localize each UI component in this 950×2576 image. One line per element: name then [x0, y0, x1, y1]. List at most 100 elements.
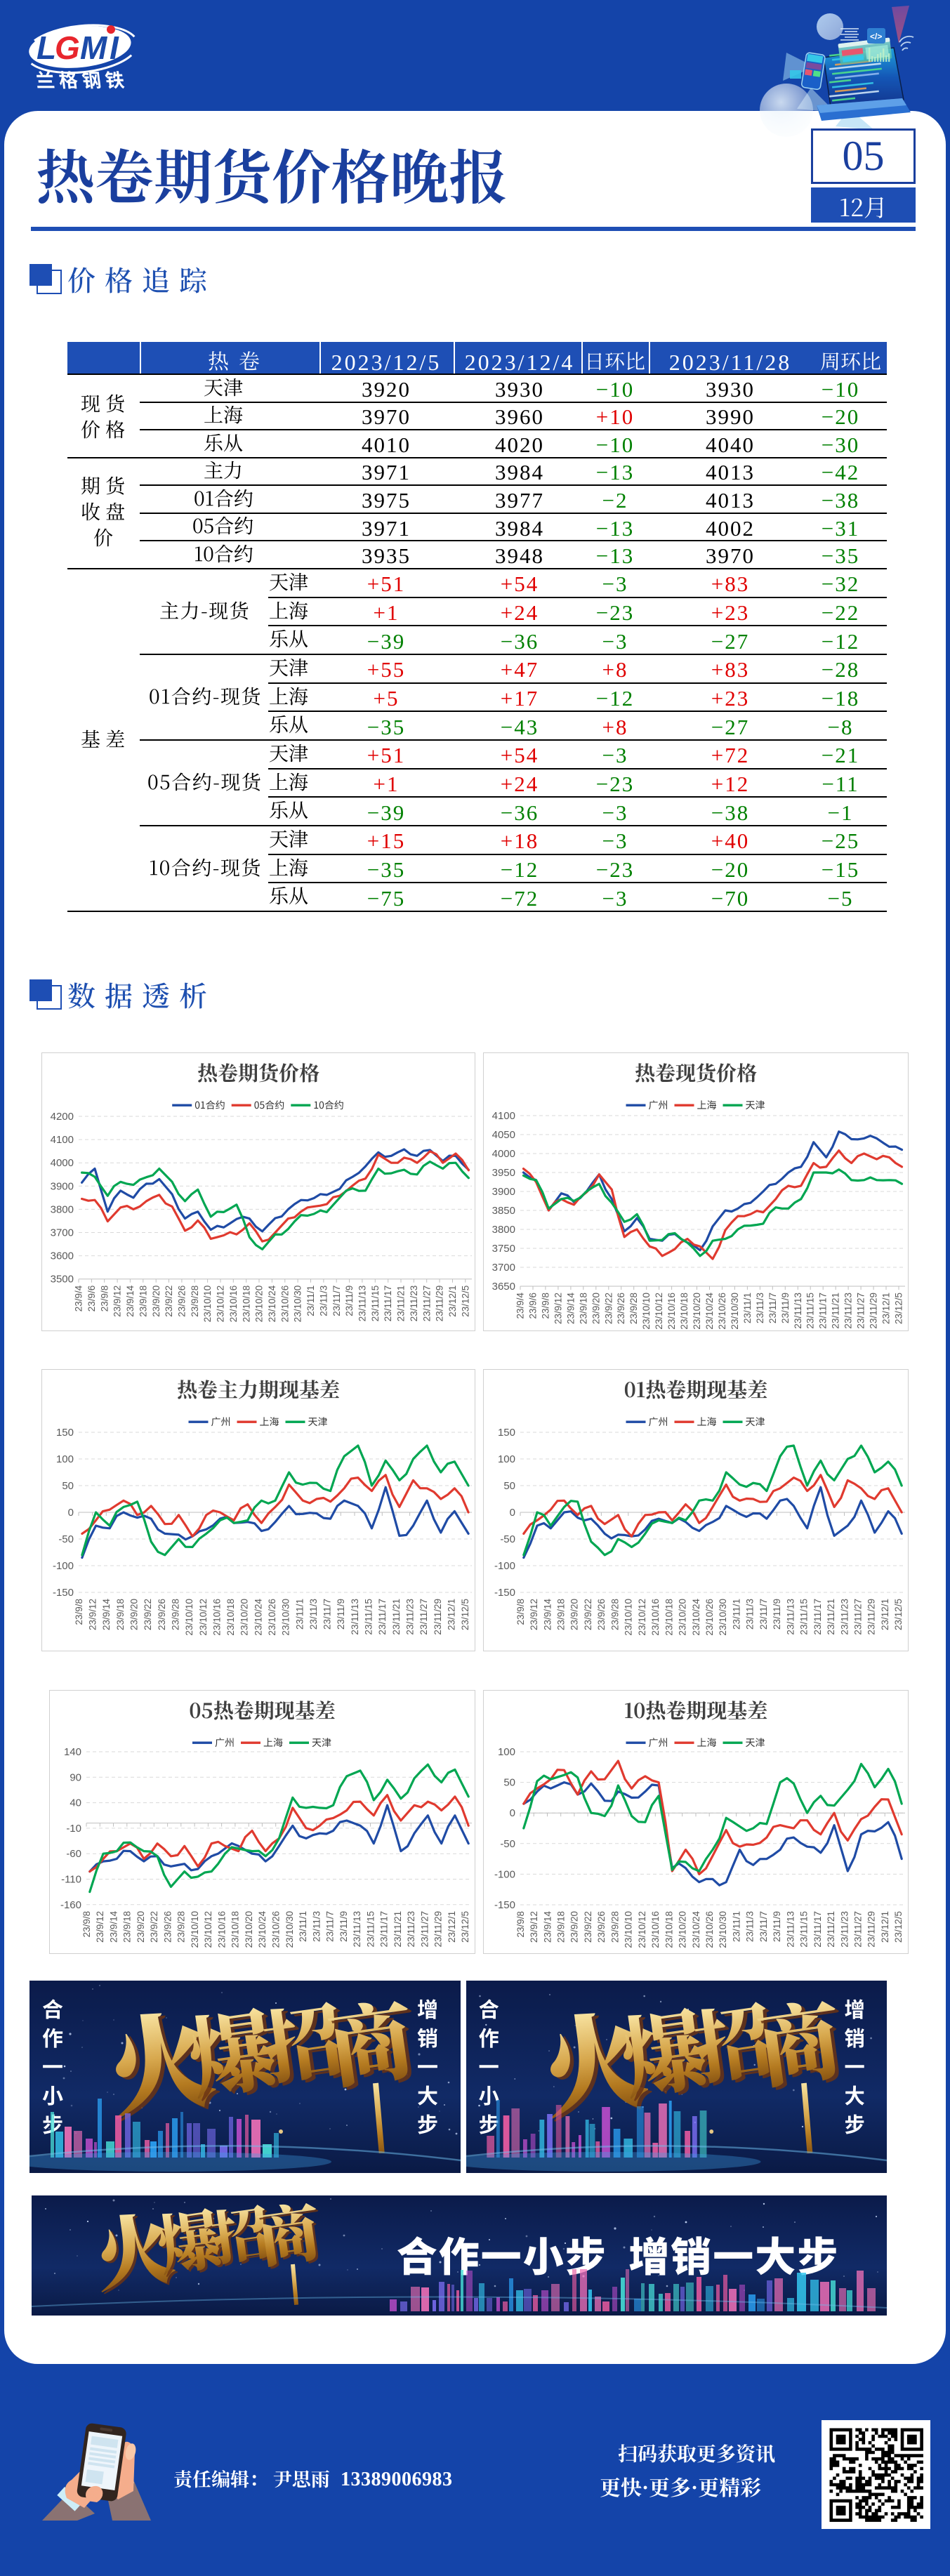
- svg-text:23/10/18: 23/10/18: [664, 1911, 674, 1948]
- svg-text:23/9/18: 23/9/18: [115, 1599, 126, 1630]
- svg-text:23/10/10: 23/10/10: [641, 1293, 652, 1330]
- svg-text:23/10/24: 23/10/24: [704, 1293, 715, 1330]
- svg-text:23/11/13: 23/11/13: [785, 1911, 796, 1948]
- svg-text:3700: 3700: [492, 1262, 515, 1274]
- svg-text:23/9/20: 23/9/20: [591, 1293, 601, 1324]
- svg-text:23/11/27: 23/11/27: [853, 1911, 864, 1948]
- svg-text:23/11/9: 23/11/9: [338, 1911, 349, 1942]
- svg-text:23/9/12: 23/9/12: [95, 1911, 105, 1943]
- svg-text:23/9/26: 23/9/26: [596, 1599, 607, 1630]
- svg-text:50: 50: [62, 1480, 74, 1492]
- svg-text:23/9/12: 23/9/12: [112, 1286, 123, 1317]
- svg-text:23/10/24: 23/10/24: [691, 1599, 701, 1636]
- svg-text:23/11/17: 23/11/17: [383, 1286, 393, 1322]
- svg-text:23/11/23: 23/11/23: [843, 1293, 854, 1329]
- svg-text:3900: 3900: [492, 1186, 515, 1198]
- svg-text:23/9/8: 23/9/8: [74, 1599, 84, 1625]
- svg-text:23/12/5: 23/12/5: [894, 1293, 904, 1324]
- svg-text:23/10/16: 23/10/16: [211, 1599, 222, 1636]
- svg-text:-50: -50: [500, 1533, 515, 1545]
- svg-text:23/11/15: 23/11/15: [799, 1599, 810, 1635]
- svg-text:23/9/12: 23/9/12: [529, 1599, 539, 1630]
- svg-text:23/10/24: 23/10/24: [691, 1911, 701, 1948]
- svg-text:G: G: [55, 29, 80, 66]
- svg-text:23/10/10: 23/10/10: [184, 1599, 194, 1636]
- svg-text:L: L: [37, 29, 56, 66]
- svg-text:23/10/20: 23/10/20: [254, 1286, 265, 1323]
- svg-text:23/10/18: 23/10/18: [230, 1911, 241, 1948]
- svg-text:23/11/23: 23/11/23: [839, 1599, 850, 1635]
- svg-text:23/9/26: 23/9/26: [177, 1286, 187, 1317]
- svg-text:4200: 4200: [51, 1111, 74, 1123]
- svg-text:23/10/16: 23/10/16: [650, 1599, 661, 1636]
- svg-text:4100: 4100: [492, 1110, 515, 1122]
- svg-text:23/10/30: 23/10/30: [730, 1293, 740, 1330]
- svg-text:23/9/18: 23/9/18: [578, 1293, 588, 1324]
- svg-text:23/11/27: 23/11/27: [421, 1286, 432, 1322]
- svg-text:23/12/1: 23/12/1: [881, 1293, 892, 1324]
- svg-text:23/11/15: 23/11/15: [364, 1599, 374, 1635]
- svg-text:23/9/22: 23/9/22: [164, 1286, 174, 1317]
- svg-text:23/10/18: 23/10/18: [225, 1599, 236, 1636]
- svg-text:23/9/20: 23/9/20: [151, 1286, 161, 1317]
- svg-text:23/9/8: 23/9/8: [515, 1599, 526, 1625]
- svg-text:23/11/7: 23/11/7: [322, 1599, 333, 1630]
- svg-text:23/11/1: 23/11/1: [294, 1599, 305, 1630]
- svg-text:23/10/20: 23/10/20: [678, 1911, 688, 1948]
- svg-text:23/9/26: 23/9/26: [162, 1911, 173, 1943]
- svg-text:3800: 3800: [492, 1224, 515, 1236]
- svg-text:23/10/20: 23/10/20: [239, 1599, 250, 1636]
- svg-text:23/10/12: 23/10/12: [198, 1599, 209, 1636]
- svg-text:23/10/30: 23/10/30: [284, 1911, 295, 1948]
- svg-text:0: 0: [510, 1807, 515, 1819]
- svg-text:-60: -60: [66, 1848, 81, 1860]
- svg-text:0: 0: [510, 1507, 515, 1519]
- svg-text:M: M: [80, 29, 108, 66]
- svg-text:23/11/7: 23/11/7: [758, 1911, 769, 1942]
- svg-text:-50: -50: [500, 1838, 515, 1850]
- svg-text:23/9/6: 23/9/6: [528, 1293, 539, 1319]
- svg-text:23/9/22: 23/9/22: [583, 1599, 593, 1630]
- svg-text:23/11/17: 23/11/17: [812, 1599, 823, 1635]
- svg-text:23/10/10: 23/10/10: [202, 1286, 213, 1323]
- svg-text:23/10/26: 23/10/26: [704, 1911, 715, 1948]
- svg-text:23/10/26: 23/10/26: [279, 1286, 290, 1323]
- svg-text:23/10/10: 23/10/10: [624, 1599, 634, 1636]
- svg-text:23/9/18: 23/9/18: [556, 1911, 567, 1943]
- svg-text:23/9/8: 23/9/8: [515, 1911, 526, 1938]
- svg-text:3900: 3900: [51, 1180, 74, 1192]
- svg-text:23/11/9: 23/11/9: [772, 1599, 782, 1630]
- svg-text:23/11/7: 23/11/7: [325, 1911, 336, 1942]
- svg-text:23/11/15: 23/11/15: [365, 1911, 376, 1948]
- svg-text:3750: 3750: [492, 1243, 515, 1255]
- svg-text:23/11/21: 23/11/21: [826, 1599, 836, 1635]
- svg-text:23/12/1: 23/12/1: [880, 1599, 890, 1630]
- svg-text:23/9/28: 23/9/28: [176, 1911, 187, 1943]
- svg-text:23/9/28: 23/9/28: [609, 1911, 620, 1943]
- svg-text:23/11/3: 23/11/3: [318, 1286, 329, 1316]
- svg-text:23/10/30: 23/10/30: [281, 1599, 291, 1636]
- svg-text:23/10/20: 23/10/20: [678, 1599, 688, 1636]
- svg-text:23/11/15: 23/11/15: [805, 1293, 816, 1329]
- svg-text:23/11/29: 23/11/29: [433, 1911, 444, 1948]
- svg-text:4000: 4000: [51, 1157, 74, 1169]
- svg-text:3950: 3950: [492, 1167, 515, 1179]
- svg-text:23/9/20: 23/9/20: [136, 1911, 146, 1943]
- svg-text:23/9/20: 23/9/20: [129, 1599, 140, 1630]
- svg-text:23/9/22: 23/9/22: [603, 1293, 614, 1324]
- svg-text:I: I: [110, 29, 119, 66]
- svg-text:23/11/3: 23/11/3: [745, 1911, 756, 1942]
- svg-text:23/9/14: 23/9/14: [542, 1599, 553, 1631]
- svg-text:23/9/26: 23/9/26: [616, 1293, 626, 1324]
- svg-text:23/11/29: 23/11/29: [866, 1911, 877, 1948]
- svg-text:23/10/16: 23/10/16: [228, 1286, 239, 1323]
- svg-text:23/11/7: 23/11/7: [331, 1286, 342, 1316]
- svg-text:23/10/26: 23/10/26: [267, 1599, 277, 1636]
- svg-text:23/11/23: 23/11/23: [409, 1286, 419, 1322]
- svg-text:23/10/20: 23/10/20: [692, 1293, 702, 1330]
- svg-text:-150: -150: [53, 1587, 74, 1599]
- svg-text:23/11/17: 23/11/17: [377, 1599, 388, 1635]
- svg-text:23/9/26: 23/9/26: [157, 1599, 167, 1630]
- svg-text:100: 100: [498, 1453, 515, 1465]
- svg-text:23/12/1: 23/12/1: [447, 1911, 457, 1943]
